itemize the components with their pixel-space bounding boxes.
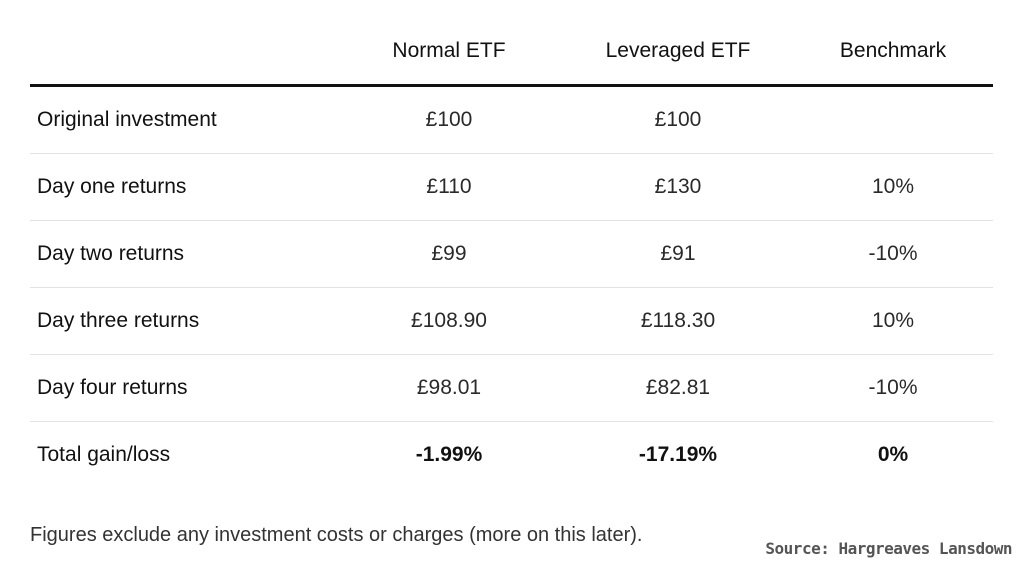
- table-row: Day four returns £98.01 £82.81 -10%: [30, 354, 993, 422]
- normal-etf-value: £99: [335, 220, 563, 288]
- etf-comparison-table-wrap: Normal ETF Leveraged ETF Benchmark Origi…: [30, 18, 993, 488]
- header-benchmark: Benchmark: [793, 18, 993, 87]
- normal-etf-total: -1.99%: [415, 443, 483, 466]
- leveraged-etf-value: £91: [563, 220, 793, 288]
- row-label: Day four returns: [30, 354, 335, 422]
- benchmark-value: 10%: [793, 287, 993, 355]
- leveraged-etf-value: £100: [563, 85, 793, 154]
- row-label: Day two returns: [30, 220, 335, 288]
- table-row: Day three returns £108.90 £118.30 10%: [30, 287, 993, 355]
- benchmark-value: [793, 85, 993, 154]
- row-label: Day one returns: [30, 153, 335, 221]
- leveraged-etf-value: £82.81: [563, 354, 793, 422]
- normal-etf-value: £110: [335, 153, 563, 221]
- table-row: Day one returns £110 £130 10%: [30, 153, 993, 221]
- header-normal-etf: Normal ETF: [335, 18, 563, 87]
- header-cell-empty: [30, 18, 335, 87]
- normal-etf-value: £98.01: [335, 354, 563, 422]
- normal-etf-value: £100: [335, 85, 563, 154]
- normal-etf-value: £108.90: [335, 287, 563, 355]
- source-credit: Source: Hargreaves Lansdown: [765, 539, 1012, 558]
- total-row: Total gain/loss -1.99% -17.19% 0%: [30, 422, 993, 489]
- benchmark-total: 0%: [877, 443, 909, 466]
- leveraged-etf-total: -17.19%: [638, 443, 718, 466]
- leveraged-etf-value: £130: [563, 153, 793, 221]
- row-label: Original investment: [30, 85, 335, 154]
- benchmark-value: 10%: [793, 153, 993, 221]
- benchmark-value: -10%: [793, 220, 993, 288]
- row-label: Day three returns: [30, 287, 335, 355]
- benchmark-value: -10%: [793, 354, 993, 422]
- etf-comparison-table: Normal ETF Leveraged ETF Benchmark Origi…: [30, 18, 993, 488]
- table-row: Day two returns £99 £91 -10%: [30, 220, 993, 288]
- row-label: Total gain/loss: [37, 443, 171, 466]
- leveraged-etf-value: £118.30: [563, 287, 793, 355]
- table-row: Original investment £100 £100: [30, 85, 993, 154]
- header-row: Normal ETF Leveraged ETF Benchmark: [30, 18, 993, 87]
- footnote: Figures exclude any investment costs or …: [30, 524, 643, 546]
- header-leveraged-etf: Leveraged ETF: [563, 18, 793, 87]
